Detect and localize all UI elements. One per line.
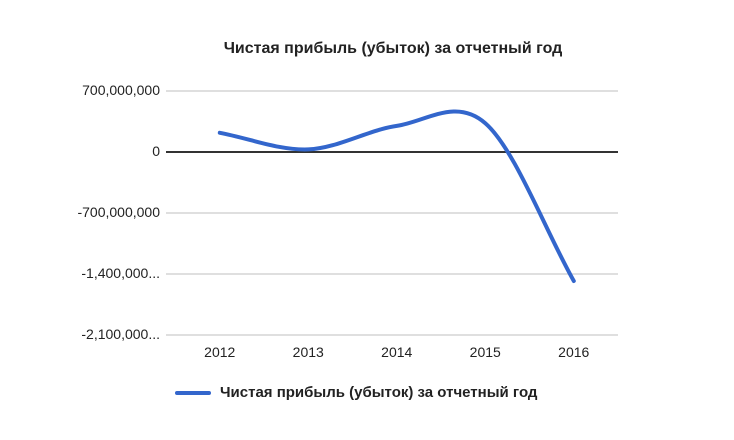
legend-series-label: Чистая прибыль (убыток) за отчетный год	[220, 384, 538, 401]
series-line	[217, 109, 576, 283]
y-axis-tick-label: 700,000,000	[82, 82, 160, 98]
x-axis-tick-label: 2013	[292, 344, 324, 360]
y-axis-tick-label: 0	[152, 143, 160, 159]
x-axis-tick-label: 2016	[558, 344, 590, 360]
y-axis-tick-label: -2,100,000...	[81, 326, 160, 342]
chart-title: Чистая прибыль (убыток) за отчетный год	[223, 40, 563, 57]
x-axis-tick-label: 2012	[204, 344, 236, 360]
x-axis-tick-label: 2015	[469, 344, 501, 360]
legend: Чистая прибыль (убыток) за отчетный год	[175, 384, 537, 401]
y-axis-tick-label: -700,000,000	[77, 204, 160, 220]
y-axis-tick-label: -1,400,000...	[81, 265, 160, 281]
x-axis-tick-label: 2014	[381, 344, 413, 360]
legend-line-swatch	[175, 390, 211, 395]
